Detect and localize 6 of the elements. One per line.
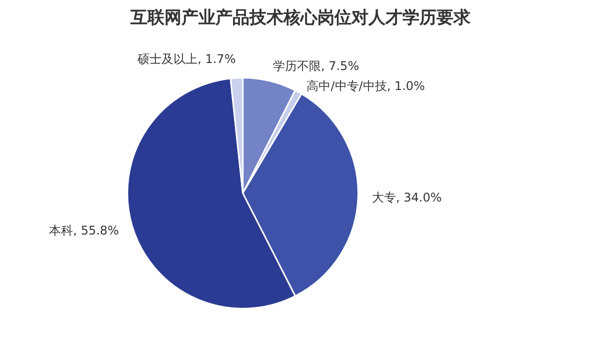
slice-label: 本科, 55.8% — [49, 223, 119, 238]
slice-label: 大专, 34.0% — [372, 190, 442, 204]
slice-label: 高中/中专/中技, 1.0% — [306, 78, 425, 93]
slice-label: 学历不限, 7.5% — [272, 59, 360, 74]
slice-label: 硕士及以上, 1.7% — [136, 52, 236, 66]
chart-title: 互联网产业产品技术核心岗位对人才学历要求 — [130, 8, 472, 28]
